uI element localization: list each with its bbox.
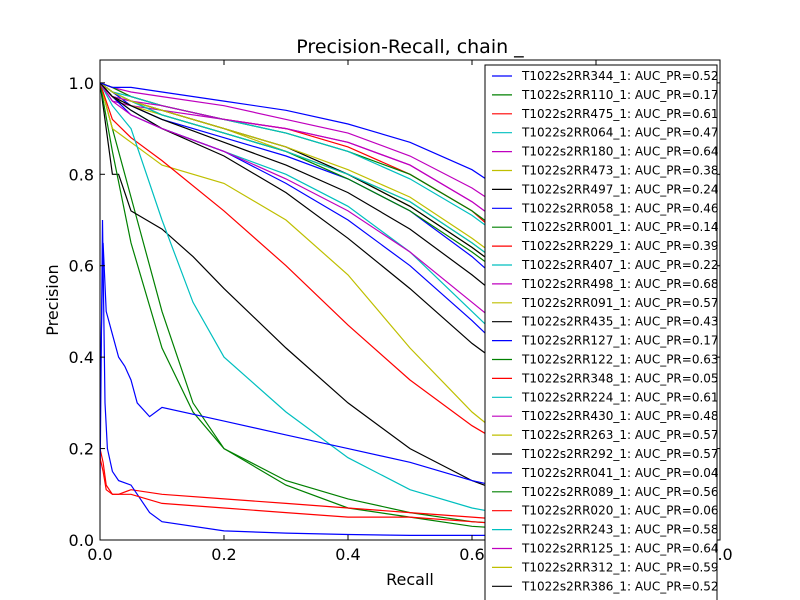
legend-label-4: T1022s2RR064_1: AUC_PR=0.47 xyxy=(521,126,719,140)
legend: T1022s2RR344_1: AUC_PR=0.52 T1022s2RR110_… xyxy=(484,64,719,600)
legend-label-26: T1022s2RR125_1: AUC_PR=0.64 xyxy=(521,542,719,556)
legend-label-6: T1022s2RR473_1: AUC_PR=0.38 xyxy=(521,164,719,178)
legend-label-23: T1022s2RR089_1: AUC_PR=0.56 xyxy=(521,485,719,499)
legend-label-5: T1022s2RR180_1: AUC_PR=0.64 xyxy=(521,145,719,159)
legend-label-28: T1022s2RR386_1: AUC_PR=0.52 xyxy=(521,579,719,593)
legend-label-21: T1022s2RR292_1: AUC_PR=0.57 xyxy=(521,447,719,461)
y-tick-label-5: 1.0 xyxy=(69,74,94,93)
legend-label-29: T1022s2RR323_1: AUC_PR=0.70 xyxy=(521,598,719,600)
legend-label-14: T1022s2RR435_1: AUC_PR=0.43 xyxy=(521,315,719,329)
legend-label-2: T1022s2RR110_1: AUC_PR=0.17 xyxy=(521,88,719,102)
series-line-15 xyxy=(100,242,566,500)
y-tick-label-0: 0.0 xyxy=(69,531,94,550)
x-axis-label: Recall xyxy=(386,570,434,589)
plot-frame xyxy=(99,59,721,541)
legend-label-11: T1022s2RR407_1: AUC_PR=0.22 xyxy=(521,258,719,272)
x-tick-label-2: 0.4 xyxy=(335,545,360,564)
legend-label-12: T1022s2RR498_1: AUC_PR=0.68 xyxy=(521,277,719,291)
x-tick-label-3: 0.6 xyxy=(459,545,484,564)
legend-label-25: T1022s2RR243_1: AUC_PR=0.58 xyxy=(521,523,719,537)
series-line-11 xyxy=(100,82,547,523)
legend-label-16: T1022s2RR122_1: AUC_PR=0.63 xyxy=(521,353,719,367)
legend-label-8: T1022s2RR058_1: AUC_PR=0.46 xyxy=(521,201,719,215)
y-tick-label-4: 0.8 xyxy=(69,165,94,184)
chart-title: Precision-Recall, chain _ xyxy=(296,36,524,58)
series-line-24 xyxy=(100,457,565,527)
y-tick-label-3: 0.6 xyxy=(69,257,94,276)
x-tick-label-1: 0.2 xyxy=(211,545,236,564)
legend-label-1: T1022s2RR344_1: AUC_PR=0.52 xyxy=(521,69,719,83)
legend-label-27: T1022s2RR312_1: AUC_PR=0.59 xyxy=(521,560,719,574)
legend-label-15: T1022s2RR127_1: AUC_PR=0.17 xyxy=(521,334,719,348)
legend-label-9: T1022s2RR001_1: AUC_PR=0.14 xyxy=(521,220,719,234)
legend-label-13: T1022s2RR091_1: AUC_PR=0.57 xyxy=(521,296,719,310)
x-tick-label-0: 0.0 xyxy=(87,545,112,564)
legend-label-24: T1022s2RR020_1: AUC_PR=0.06 xyxy=(521,504,719,518)
legend-label-17: T1022s2RR348_1: AUC_PR=0.05 xyxy=(521,371,719,385)
series-line-9 xyxy=(100,82,547,527)
y-tick-label-1: 0.2 xyxy=(69,440,94,459)
series-line-22 xyxy=(100,219,565,537)
legend-label-20: T1022s2RR263_1: AUC_PR=0.57 xyxy=(521,428,719,442)
legend-label-7: T1022s2RR497_1: AUC_PR=0.24 xyxy=(521,182,719,196)
legend-label-3: T1022s2RR475_1: AUC_PR=0.61 xyxy=(521,107,719,121)
y-axis-label: Precision xyxy=(43,264,62,335)
legend-box xyxy=(484,64,718,600)
legend-label-18: T1022s2RR224_1: AUC_PR=0.61 xyxy=(521,390,719,404)
legend-label-19: T1022s2RR430_1: AUC_PR=0.48 xyxy=(521,409,719,423)
y-tick-label-2: 0.4 xyxy=(69,348,94,367)
series-line-17 xyxy=(100,448,565,523)
ticks-layer: 0.00.20.40.60.81.00.00.20.40.60.81.0 xyxy=(69,60,733,564)
legend-label-10: T1022s2RR229_1: AUC_PR=0.39 xyxy=(521,239,719,253)
legend-label-22: T1022s2RR041_1: AUC_PR=0.04 xyxy=(521,466,719,480)
